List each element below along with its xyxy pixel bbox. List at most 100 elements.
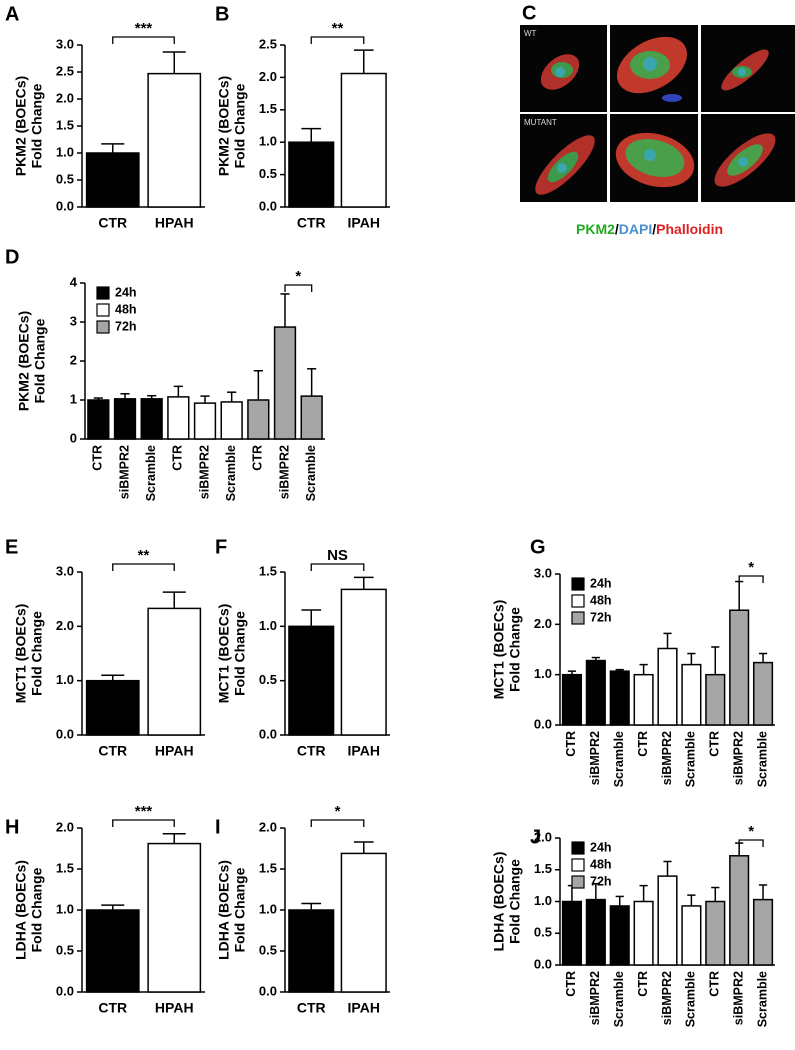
significance-label: ***: [135, 20, 153, 37]
x-tick-label: CTR: [564, 731, 578, 757]
bar: [273, 326, 297, 440]
error-bar: [687, 894, 696, 906]
y-axis-title: Fold Change: [232, 611, 248, 696]
error-bar: [567, 670, 577, 675]
y-tick-label: 0.0: [56, 198, 74, 213]
legend-label: 48h: [590, 593, 612, 607]
y-tick-label: 2: [70, 352, 77, 367]
y-tick-label: 0: [70, 430, 77, 445]
bar-chart: F 0.0 0.5 1.0 1.5 MCT1 (BOECs) Fold Change CTR I…: [215, 536, 390, 759]
panel-label: B: [215, 3, 229, 25]
bar: [300, 395, 323, 440]
panel-label: C: [522, 2, 536, 24]
significance-bracket: NS: [310, 547, 365, 571]
bracket: [112, 563, 175, 571]
bar: [340, 72, 387, 208]
y-tick-label: 2.0: [259, 819, 277, 834]
legend-swatch: [571, 577, 585, 591]
error-bar: [200, 395, 210, 404]
error-bar: [301, 127, 322, 143]
x-tick-label: siBMPR2: [660, 731, 674, 785]
x-tick-label: Scramble: [684, 731, 698, 787]
bar: [85, 909, 140, 993]
bar: [220, 401, 243, 440]
y-tick-label: 3.0: [56, 36, 74, 51]
y-tick-label: 0.0: [259, 198, 277, 213]
bar: [113, 398, 137, 440]
bar: [147, 72, 202, 208]
y-axis-title: LDHA (BOECs): [13, 860, 29, 960]
y-tick-label: 2.0: [534, 616, 552, 631]
y-tick-label: 0.0: [534, 956, 552, 971]
y-axis-title: PKM2 (BOECs): [13, 76, 29, 176]
legend-swatch: [96, 286, 110, 300]
bar: [288, 625, 335, 736]
error-bar: [615, 895, 624, 906]
significance-bracket: *: [310, 803, 365, 827]
x-tick-label: IPAH: [348, 743, 380, 759]
error-bar: [735, 580, 744, 611]
x-tick-label: CTR: [636, 971, 650, 997]
y-tick-label: 3: [70, 313, 77, 328]
y-tick-label: 1.0: [534, 893, 552, 908]
x-tick-label: HPAH: [155, 215, 194, 231]
x-tick-label: CTR: [171, 445, 185, 471]
significance-bracket: **: [112, 547, 175, 571]
bar-chart: G 0.0 1.0 2.0 3.0 MCT1 (BOECs) Fold Change 24h 4…: [491, 536, 775, 787]
y-axis-title: PKM2 (BOECs): [216, 76, 232, 176]
image-panel: C WT MU: [520, 2, 795, 237]
row-label: MUTANT: [524, 118, 557, 127]
x-tick-label: siBMPR2: [277, 445, 291, 499]
error-bar: [687, 652, 696, 665]
nucleus: [643, 57, 657, 71]
legend-swatch: [571, 611, 585, 625]
legend-label: 72h: [115, 319, 137, 333]
legend-label: 48h: [115, 302, 137, 316]
x-tick-label: CTR: [297, 215, 326, 231]
x-tick-label: siBMPR2: [660, 971, 674, 1025]
stain: DAPI: [619, 221, 652, 237]
error-bar: [591, 656, 600, 661]
panel-label: D: [5, 246, 19, 268]
error-bar: [711, 646, 720, 675]
bracket: [310, 36, 365, 44]
error-bar: [301, 609, 322, 627]
y-tick-label: 1.5: [56, 117, 74, 132]
legend-swatch: [96, 320, 110, 334]
x-tick-label: CTR: [636, 731, 650, 757]
significance-label: **: [332, 20, 344, 37]
row-label: WT: [524, 29, 537, 38]
significance-label: *: [748, 559, 754, 576]
x-tick-label: siBMPR2: [588, 971, 602, 1025]
y-axis-title: Fold Change: [32, 318, 48, 403]
y-tick-label: 0.5: [259, 672, 277, 687]
bar: [288, 141, 335, 208]
bar: [681, 905, 702, 966]
error-bar: [93, 397, 103, 400]
y-tick-label: 3.0: [56, 563, 74, 578]
y-tick-label: 1.5: [259, 563, 277, 578]
bar: [633, 900, 654, 966]
bar: [633, 673, 654, 726]
y-axis-title: Fold Change: [232, 867, 248, 952]
bar: [729, 855, 750, 966]
y-tick-label: 2.0: [56, 819, 74, 834]
bar: [585, 898, 606, 966]
y-tick-label: 1.0: [56, 672, 74, 687]
x-tick-label: IPAH: [348, 215, 380, 231]
bar: [705, 900, 726, 966]
error-bar: [711, 886, 720, 902]
bar: [288, 909, 335, 993]
legend-swatch: [571, 594, 585, 608]
bracket: [738, 839, 764, 847]
y-axis-title: MCT1 (BOECs): [491, 600, 507, 700]
separator: /: [652, 221, 656, 237]
error-bar: [353, 841, 374, 854]
bar: [609, 670, 630, 726]
y-axis-title: LDHA (BOECs): [216, 860, 232, 960]
y-tick-label: 2.0: [534, 829, 552, 844]
x-tick-label: HPAH: [155, 1000, 194, 1016]
stain-legend: PKM2/DAPI/Phalloidin: [576, 221, 723, 237]
error-bar: [120, 393, 130, 399]
separator: /: [615, 221, 619, 237]
